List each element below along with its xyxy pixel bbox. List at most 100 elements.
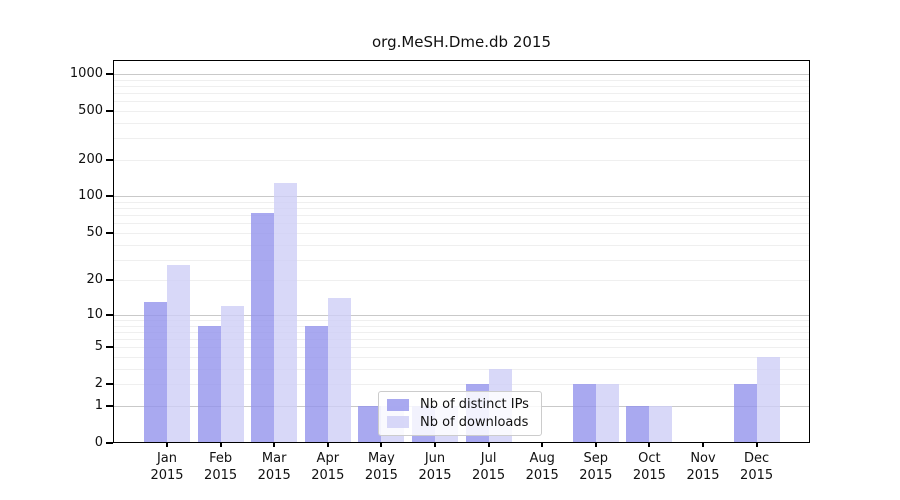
bar-nb-of-distinct-ips-jan xyxy=(144,302,167,443)
y-tick-label-1: 1 xyxy=(94,397,103,413)
x-tick-month: Feb xyxy=(209,451,233,466)
gridline-minor-9 xyxy=(113,320,810,321)
bar-nb-of-downloads-mar xyxy=(274,182,298,443)
x-tick-year: 2015 xyxy=(632,468,666,483)
x-tick-mark-nov xyxy=(702,443,704,447)
x-tick-label-mar: Mar 2015 xyxy=(244,450,304,484)
gridline-minor-20 xyxy=(113,280,810,282)
y-tick-mark-50 xyxy=(106,231,113,234)
legend: Nb of distinct IPs Nb of downloads xyxy=(378,391,542,436)
bar-nb-of-downloads-apr xyxy=(327,298,351,443)
legend-swatch-downloads xyxy=(387,416,409,429)
x-tick-month: Jan xyxy=(156,451,178,466)
gridline-minor-6 xyxy=(113,339,810,341)
x-tick-year: 2015 xyxy=(418,468,452,483)
bar-nb-of-distinct-ips-mar xyxy=(251,213,275,443)
y-tick-mark-1 xyxy=(106,404,113,407)
x-tick-label-jan: Jan 2015 xyxy=(137,450,197,484)
bar-nb-of-downloads-oct xyxy=(649,405,673,443)
x-tick-month: Jun xyxy=(424,451,446,466)
gridline-minor-70 xyxy=(113,215,810,217)
x-tick-label-oct: Oct 2015 xyxy=(619,450,679,484)
y-tick-mark-200 xyxy=(106,158,113,161)
y-tick-mark-100 xyxy=(106,195,113,198)
x-tick-mark-may xyxy=(380,443,383,447)
y-tick-label-100: 100 xyxy=(78,188,103,204)
bar-nb-of-distinct-ips-feb xyxy=(197,325,221,443)
y-tick-label-500: 500 xyxy=(78,102,103,118)
y-tick-label-20: 20 xyxy=(86,272,103,288)
x-tick-month: Apr xyxy=(316,451,340,466)
gridline-minor-7 xyxy=(113,331,810,333)
bar-nb-of-distinct-ips-may xyxy=(358,405,382,443)
gridline-minor-400 xyxy=(113,122,810,124)
x-tick-mark-feb xyxy=(219,443,222,447)
x-tick-year: 2015 xyxy=(311,468,345,483)
plot-area xyxy=(113,60,810,443)
x-tick-year: 2015 xyxy=(364,468,398,483)
gridline-minor-700 xyxy=(113,92,810,94)
x-tick-month: Sep xyxy=(583,451,609,466)
x-tick-year: 2015 xyxy=(204,468,238,483)
y-tick-mark-2 xyxy=(106,383,113,386)
x-tick-month: Jul xyxy=(480,451,497,466)
x-tick-month: Nov xyxy=(690,451,716,466)
legend-swatch-distinct-ips xyxy=(387,398,409,411)
x-tick-month: Oct xyxy=(638,451,661,466)
gridline-minor-300 xyxy=(113,138,810,140)
x-tick-year: 2015 xyxy=(525,468,559,483)
y-tick-label-10: 10 xyxy=(86,306,103,322)
gridline-minor-80 xyxy=(113,208,810,210)
x-tick-month: May xyxy=(367,451,395,466)
gridline-minor-5 xyxy=(113,347,810,349)
gridline-minor-500 xyxy=(113,110,810,112)
gridline-minor-200 xyxy=(113,159,810,161)
x-tick-label-jul: Jul 2015 xyxy=(459,450,519,484)
gridline-minor-50 xyxy=(113,232,810,234)
x-tick-year: 2015 xyxy=(579,468,613,483)
y-tick-mark-500 xyxy=(106,109,113,112)
bar-nb-of-distinct-ips-sep xyxy=(572,384,596,443)
bar-nb-of-downloads-feb xyxy=(220,305,244,443)
y-tick-label-2: 2 xyxy=(94,376,103,392)
y-tick-mark-1000 xyxy=(106,72,113,75)
x-tick-mark-sep xyxy=(594,443,597,447)
x-tick-year: 2015 xyxy=(257,468,291,483)
x-tick-year: 2015 xyxy=(150,468,184,483)
x-tick-year: 2015 xyxy=(740,468,774,483)
x-tick-mark-jan xyxy=(166,443,168,447)
gridline-minor-2 xyxy=(113,384,810,386)
x-tick-label-dec: Dec 2015 xyxy=(727,450,787,484)
x-tick-mark-apr xyxy=(326,443,329,447)
y-tick-mark-0 xyxy=(106,442,113,444)
legend-entry-distinct-ips: Nb of distinct IPs xyxy=(387,397,533,412)
gridline-minor-30 xyxy=(113,259,810,261)
y-tick-label-200: 200 xyxy=(78,151,103,167)
bar-nb-of-downloads-jan xyxy=(167,264,190,443)
x-tick-label-feb: Feb 2015 xyxy=(191,450,251,484)
chart-title: org.MeSH.Dme.db 2015 xyxy=(372,33,551,51)
gridline-minor-900 xyxy=(113,79,810,81)
x-tick-month: Mar xyxy=(261,451,287,466)
x-tick-label-nov: Nov 2015 xyxy=(673,450,733,484)
y-tick-mark-5 xyxy=(106,346,113,349)
y-tick-label-5: 5 xyxy=(94,339,103,355)
x-tick-mark-dec xyxy=(755,443,758,447)
legend-label-downloads: Nb of downloads xyxy=(420,414,529,430)
x-tick-mark-mar xyxy=(273,443,276,447)
x-tick-label-aug: Aug 2015 xyxy=(512,450,572,484)
gridline-minor-3 xyxy=(113,368,810,370)
legend-entry-downloads: Nb of downloads xyxy=(387,415,533,430)
x-tick-mark-oct xyxy=(648,443,651,447)
x-tick-year: 2015 xyxy=(686,468,720,483)
bar-nb-of-distinct-ips-apr xyxy=(304,325,328,443)
gridline-minor-800 xyxy=(113,85,810,87)
x-tick-mark-jun xyxy=(434,443,436,447)
gridline-minor-90 xyxy=(113,202,810,204)
bar-nb-of-downloads-dec xyxy=(756,357,780,443)
bar-nb-of-distinct-ips-oct xyxy=(626,405,650,443)
gridline-major-1000 xyxy=(113,73,810,75)
y-tick-mark-10 xyxy=(106,313,113,316)
y-tick-label-0: 0 xyxy=(94,435,103,450)
